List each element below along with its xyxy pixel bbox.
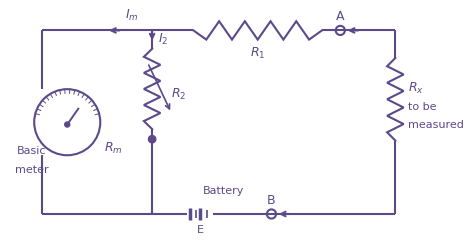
Circle shape (65, 122, 70, 128)
Text: B: B (267, 193, 276, 206)
Text: meter: meter (15, 164, 49, 174)
Text: A: A (336, 10, 345, 23)
Circle shape (148, 136, 156, 143)
Text: $R_1$: $R_1$ (250, 46, 265, 61)
Text: $I_2$: $I_2$ (158, 32, 168, 47)
Text: $R_m$: $R_m$ (104, 140, 123, 155)
Text: $I_m$: $I_m$ (125, 8, 138, 23)
Text: $R_2$: $R_2$ (172, 87, 187, 102)
Text: to be: to be (408, 102, 437, 112)
Text: Battery: Battery (202, 185, 244, 195)
Text: E: E (197, 224, 204, 234)
Text: $R_x$: $R_x$ (408, 81, 424, 96)
Text: measured: measured (408, 120, 464, 130)
Text: Basic: Basic (17, 146, 46, 156)
